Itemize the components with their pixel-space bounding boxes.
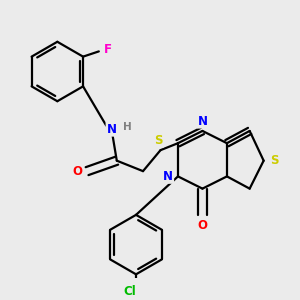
Text: S: S (154, 134, 163, 147)
Text: N: N (163, 170, 173, 183)
Text: N: N (106, 123, 116, 136)
Text: N: N (197, 115, 208, 128)
Text: S: S (271, 154, 279, 167)
Text: O: O (197, 219, 208, 232)
Text: Cl: Cl (123, 285, 136, 298)
Text: F: F (103, 43, 112, 56)
Text: H: H (123, 122, 132, 132)
Text: O: O (72, 165, 82, 178)
